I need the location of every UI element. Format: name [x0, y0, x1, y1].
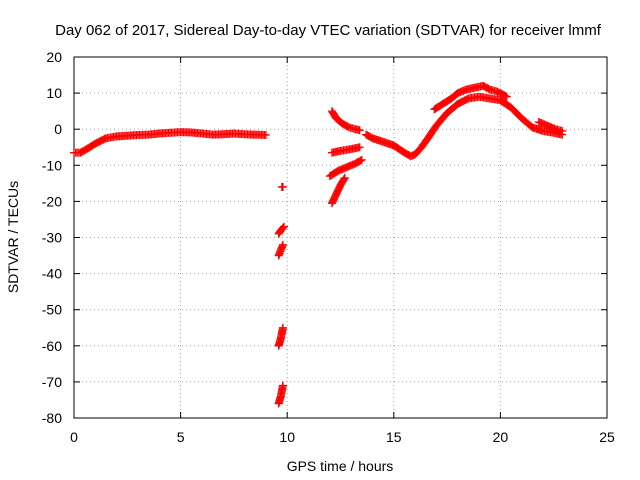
y-tick-label: 0 — [54, 121, 62, 137]
data-point — [357, 155, 366, 164]
x-tick-label: 5 — [177, 429, 185, 445]
data-point — [280, 222, 289, 231]
chart-title: Day 062 of 2017, Sidereal Day-to-day VTE… — [55, 22, 602, 39]
series-mid-steep — [327, 173, 349, 208]
data-point — [278, 223, 287, 232]
series-late-main — [362, 92, 567, 161]
plot-frame — [73, 56, 608, 419]
x-axis-label: GPS time / hours — [287, 458, 394, 474]
x-tick-label: 0 — [70, 429, 78, 445]
data-point — [278, 381, 287, 390]
y-tick-label: -60 — [42, 338, 62, 354]
data-point — [558, 127, 567, 136]
y-tick-label: -20 — [42, 193, 62, 209]
data-point — [502, 92, 511, 101]
x-tick-label: 15 — [386, 429, 402, 445]
y-tick-label: -10 — [42, 157, 62, 173]
y-tick-label: -30 — [42, 230, 62, 246]
series-drop-a — [277, 182, 287, 191]
data-points — [70, 81, 567, 408]
series-mid-upper — [327, 107, 364, 135]
data-point — [278, 323, 287, 332]
data-point — [355, 143, 364, 152]
axis-ticks: 0 5 10 15 20 25 20 10 0 -10 -20 -30 -40 -50 -60 -70 -80 — [42, 49, 615, 445]
x-tick-label: 20 — [493, 429, 509, 445]
data-point — [340, 173, 349, 182]
x-tick-label: 10 — [279, 429, 295, 445]
data-point — [278, 182, 287, 191]
series-mid-middle — [327, 143, 364, 157]
data-point — [340, 175, 349, 184]
x-tick-label: 25 — [599, 429, 615, 445]
y-tick-label: -70 — [42, 374, 62, 390]
data-point — [356, 156, 365, 165]
data-point — [355, 126, 364, 135]
y-axis-label: SDTVAR / TECUs — [5, 181, 21, 293]
series-late-tail — [534, 117, 567, 136]
y-tick-label: -80 — [42, 410, 62, 426]
data-point — [278, 240, 287, 249]
series-drop-b — [274, 222, 289, 238]
y-tick-label: -40 — [42, 266, 62, 282]
series-mid-lower — [325, 155, 366, 181]
y-tick-label: 10 — [46, 85, 62, 101]
y-tick-label: -50 — [42, 302, 62, 318]
series-drop-e — [274, 381, 287, 408]
series-drop-d — [274, 323, 287, 350]
series-late-upper — [430, 81, 511, 114]
data-point — [501, 91, 510, 100]
series-drop-c — [274, 240, 287, 260]
y-tick-label: 20 — [46, 49, 62, 65]
series-early — [70, 128, 270, 157]
data-point — [261, 130, 270, 139]
grid — [74, 57, 607, 418]
